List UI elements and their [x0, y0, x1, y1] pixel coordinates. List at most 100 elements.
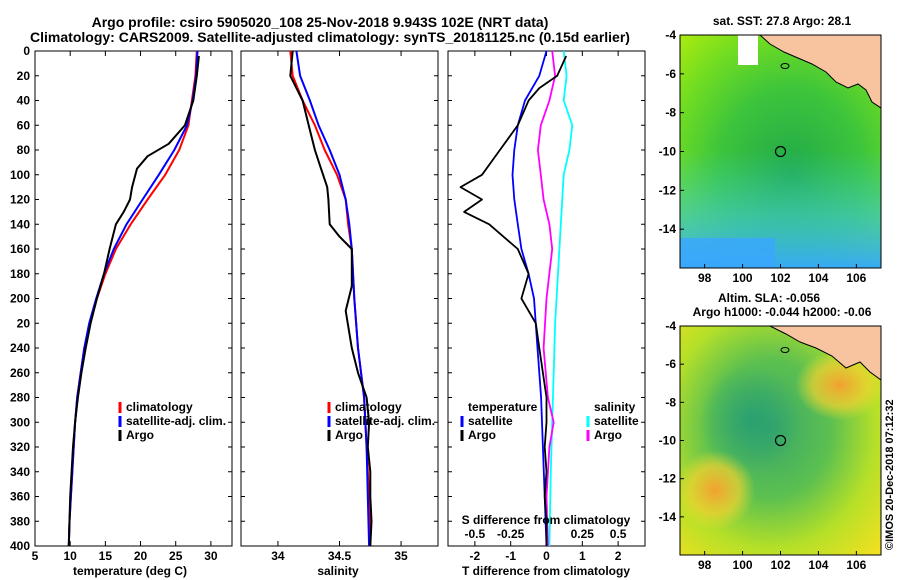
map-x-tick-label: 104	[808, 558, 828, 572]
x2-tick-label: 0.5	[610, 527, 627, 541]
series-line-s-satellite	[548, 50, 574, 547]
map-y-tick-label: -10	[659, 434, 677, 448]
imos-credit: ©IMOS 20-Dec-2018 07:12:32	[884, 399, 896, 550]
difference-xlabel: T difference from climatology	[462, 564, 630, 578]
x-tick-label: 35	[394, 549, 408, 563]
map-y-tick-label: -10	[659, 145, 677, 159]
x-tick-label: 15	[99, 549, 113, 563]
x2-tick-label: 0.25	[571, 527, 595, 541]
x-tick-label: -2	[470, 549, 481, 563]
legend-s-argo-label: Argo	[594, 428, 622, 442]
map-y-tick-label: -12	[659, 472, 677, 486]
difference-legend: temperature satellite Argo salinity sate…	[460, 400, 639, 442]
legend-sat-label: satellite-adj. clim.	[126, 414, 226, 428]
sla-low-center	[700, 365, 800, 475]
y-tick-label: 340	[10, 465, 30, 479]
sst-island	[780, 63, 790, 69]
y-tick-label: 280	[10, 391, 30, 405]
map-y-tick-label: -14	[659, 222, 677, 236]
x-tick-label: 20	[134, 549, 148, 563]
sla-argo-location-marker	[774, 434, 787, 447]
x-tick-label: 0	[543, 549, 550, 563]
y-tick-label: 240	[10, 341, 30, 355]
x-tick-label: 34	[271, 549, 285, 563]
legend-s-sat-label: satellite	[594, 414, 639, 428]
map-x-tick-label: 98	[698, 271, 712, 285]
map-x-tick-label: 106	[846, 271, 866, 285]
y-tick-label: 160	[10, 242, 30, 256]
x2-tick-label: -0.5	[465, 527, 486, 541]
sla-map: Altim. SLA: -0.056 Argo h1000: -0.044 h2…	[659, 291, 882, 572]
y-tick-label: 180	[10, 267, 30, 281]
map-x-tick-label: 100	[733, 271, 753, 285]
series-line-t-satellite	[511, 50, 548, 547]
sla-map-title-2: Argo h1000: -0.044 h2000: -0.06	[693, 305, 872, 319]
sla-map-title-1: Altim. SLA: -0.056	[718, 291, 820, 305]
x-tick-label: 1	[579, 549, 586, 563]
sst-map: sat. SST: 27.8 Argo: 28.1 98 100 102 104 106…	[659, 14, 882, 285]
map-y-tick-label: -4	[665, 319, 676, 333]
legend-sat-label: satellite-adj. clim.	[335, 414, 435, 428]
series-line-s-argo	[537, 50, 556, 547]
series-line-satellite-adj-clim-	[67, 50, 199, 547]
map-y-tick-label: -8	[665, 106, 676, 120]
x-tick-label: 25	[169, 549, 183, 563]
y-tick-label: 20	[17, 69, 31, 83]
y-tick-label: 200	[10, 292, 30, 306]
legend-t-sat-label: satellite	[468, 414, 513, 428]
lines-layer	[67, 50, 574, 547]
x-tick-label: 34.5	[328, 549, 352, 563]
sst-cold-patch	[680, 238, 775, 268]
temperature-panel	[34, 50, 233, 547]
y-tick-label: 120	[10, 193, 30, 207]
y-tick-label: 40	[17, 94, 31, 108]
sst-land-java	[759, 35, 881, 109]
axes-layer: 0204060801001201401601802002024026028030…	[10, 44, 645, 563]
legend-salinity-heading: salinity	[594, 400, 636, 414]
x2-tick-label: -0.25	[497, 527, 525, 541]
sst-map-title: sat. SST: 27.8 Argo: 28.1	[713, 14, 852, 28]
y-tick-label: 300	[10, 415, 30, 429]
difference-x2label: S difference from climatology	[462, 513, 631, 527]
y-tick-label: 260	[10, 366, 30, 380]
x-tick-label: 30	[204, 549, 218, 563]
salinity-panel	[240, 50, 439, 547]
series-line-satellite-adj-clim-	[295, 50, 371, 547]
y-tick-label: 80	[17, 143, 31, 157]
series-line-climatology	[289, 50, 372, 547]
x-tick-label: -1	[505, 549, 516, 563]
salinity-legend: climatology satellite-adj. clim. Argo	[327, 400, 435, 442]
title-line-1: Argo profile: csiro 5905020_108 25-Nov-2…	[92, 14, 549, 30]
temperature-xlabel: temperature (deg C)	[73, 564, 187, 578]
y-tick-label: 60	[17, 118, 31, 132]
salinity-xlabel: salinity	[317, 564, 359, 578]
series-line-argo	[289, 50, 373, 547]
y-tick-label: 360	[10, 490, 30, 504]
legend-argo-label: Argo	[335, 428, 363, 442]
map-y-tick-label: -4	[665, 28, 676, 42]
y-tick-label: 320	[10, 440, 30, 454]
sst-axes: 98 100 102 104 106 -4 -6 -8 -10 -12 -14	[659, 28, 867, 285]
sst-argo-location-marker	[774, 145, 787, 158]
temperature-legend: climatology satellite-adj. clim. Argo	[118, 400, 226, 442]
map-x-tick-label: 106	[846, 558, 866, 572]
series-line-climatology	[67, 50, 198, 547]
legend-clim-label: climatology	[126, 400, 193, 414]
map-y-tick-label: -6	[665, 67, 676, 81]
y-tick-label: 400	[10, 539, 30, 553]
legend-temperature-heading: temperature	[468, 400, 538, 414]
x-tick-label: 2	[615, 549, 622, 563]
map-x-tick-label: 100	[733, 558, 753, 572]
map-x-tick-label: 102	[770, 271, 790, 285]
y-tick-label: 380	[10, 514, 30, 528]
y-tick-label: 140	[10, 217, 30, 231]
legend-t-argo-label: Argo	[468, 428, 496, 442]
map-y-tick-label: -6	[665, 357, 676, 371]
sst-cloud-gap	[738, 35, 758, 65]
x-tick-label: 5	[32, 549, 39, 563]
x-tick-label: 10	[63, 549, 77, 563]
map-x-tick-label: 98	[698, 558, 712, 572]
series-line-t-argo	[459, 55, 568, 546]
legend-clim-label: climatology	[335, 400, 402, 414]
